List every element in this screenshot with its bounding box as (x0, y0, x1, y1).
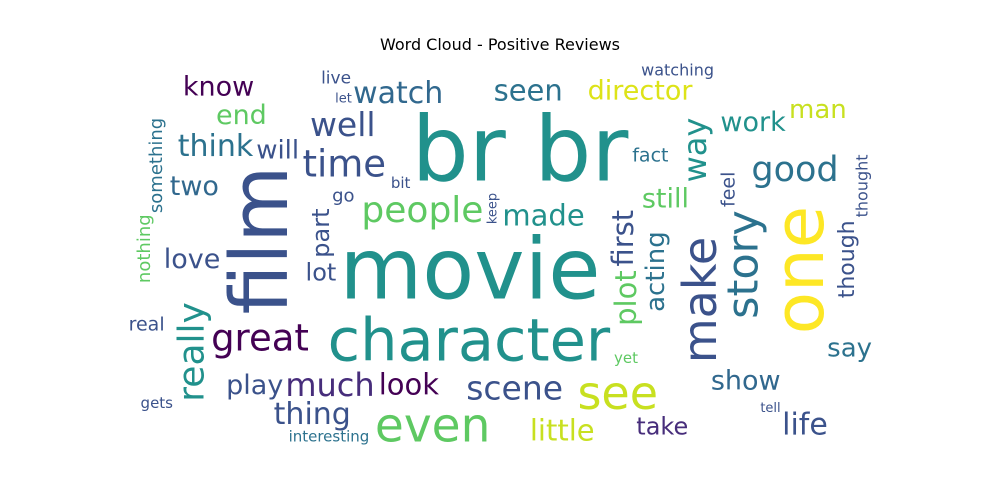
word-even: even (375, 399, 490, 450)
word-something: something (146, 118, 167, 213)
word-lot: lot (306, 259, 337, 287)
word-live: live (321, 69, 351, 89)
word-thing: thing (274, 397, 351, 432)
word-though: though (835, 220, 860, 298)
word-make: make (673, 237, 727, 363)
word-watching: watching (641, 61, 714, 80)
word-much: much (285, 366, 374, 404)
word-look: look (379, 367, 440, 401)
word-one: one (760, 206, 840, 334)
word-know: know (183, 72, 254, 103)
word-fact: fact (632, 144, 668, 166)
word-plot: plot (609, 270, 643, 326)
word-movie: movie (339, 221, 600, 320)
word-acting: acting (641, 231, 671, 312)
word-great: great (211, 316, 309, 359)
word-first: first (606, 210, 640, 267)
word-thought: thought (852, 154, 871, 217)
word-seen: seen (494, 73, 563, 107)
word-end: end (216, 100, 267, 131)
word-feel: feel (718, 172, 740, 207)
word-really: really (172, 302, 213, 402)
word-time: time (302, 143, 386, 186)
word-character: character (328, 306, 611, 375)
chart-title: Word Cloud - Positive Reviews (379, 35, 621, 54)
word-part: part (307, 209, 335, 258)
word-still: still (642, 183, 689, 214)
word-bit: bit (391, 174, 411, 192)
word-watch: watch (353, 76, 443, 111)
word-cloud: br br movie film one character even seemakesto… (129, 61, 872, 450)
word-good: good (751, 150, 838, 190)
word-people: people (361, 190, 483, 231)
word-play: play (226, 370, 283, 401)
word-life: life (782, 408, 828, 443)
word-think: think (178, 129, 254, 164)
word-well: well (310, 105, 376, 144)
word-scene: scene (466, 368, 563, 407)
word-real: real (129, 314, 165, 336)
word-work: work (720, 107, 786, 138)
word-yet: yet (614, 349, 638, 367)
word-interesting: interesting (289, 428, 370, 446)
word-go: go (332, 185, 354, 206)
word-let: let (335, 91, 352, 106)
word-take: take (636, 412, 688, 440)
word-keep: keep (485, 193, 500, 224)
word-br-br: br br (412, 98, 629, 203)
word-film: film (214, 166, 306, 315)
word-two: two (170, 171, 219, 202)
word-man: man (789, 95, 847, 125)
word-nothing: nothing (134, 214, 155, 283)
word-way: way (676, 118, 714, 183)
word-tell: tell (760, 401, 780, 416)
word-say: say (827, 333, 872, 363)
word-director: director (588, 75, 694, 106)
word-show: show (711, 365, 781, 396)
word-made: made (502, 199, 584, 233)
word-will: will (256, 136, 299, 166)
word-little: little (530, 414, 595, 448)
word-story: story (718, 210, 768, 319)
word-love: love (164, 244, 221, 275)
word-gets: gets (141, 394, 174, 412)
word-see: see (577, 366, 658, 420)
